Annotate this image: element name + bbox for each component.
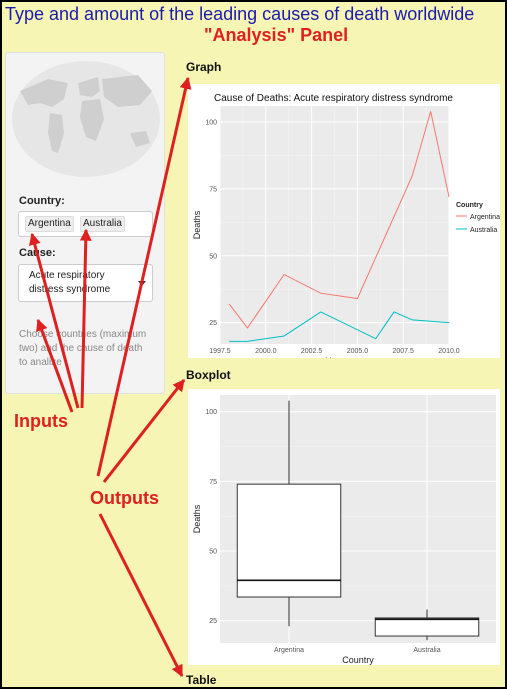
arrow-outputs-table [98, 513, 184, 678]
y-axis-label: Deaths [192, 210, 202, 239]
world-map-icon [12, 61, 160, 177]
cause-value: Acute respiratory distress syndrome [29, 270, 111, 295]
line-chart: Cause of Deaths: Acute respiratory distr… [192, 93, 500, 366]
section-graph: Graph [186, 60, 222, 74]
help-text: Choose countries (maximum two) and the c… [19, 329, 147, 368]
x-tick-label: Australia [413, 647, 440, 654]
cause-select[interactable]: Acute respiratory distress syndrome [18, 264, 153, 302]
x-tick-label: 2002.5 [301, 348, 323, 355]
box-australia [374, 617, 480, 637]
cause-label: Cause: [19, 247, 56, 259]
country-label: Country: [19, 195, 65, 207]
outputs-annotation: Outputs [90, 488, 159, 508]
arrow-outputs-boxplot [102, 379, 186, 483]
input-sidebar: Country: Argentina Australia Cause: Acut… [5, 52, 165, 394]
x-tick-label: 2005.0 [347, 348, 369, 355]
chevron-down-icon [138, 281, 146, 286]
line-chart-panel: Cause of Deaths: Acute respiratory distr… [188, 84, 500, 366]
x-tick-label: Argentina [274, 647, 304, 654]
box-argentina [236, 483, 342, 598]
y-tick-label: 25 [209, 618, 217, 625]
section-boxplot: Boxplot [186, 368, 231, 382]
country-tag-australia[interactable]: Australia [80, 216, 125, 232]
y-tick-label: 100 [205, 120, 217, 127]
x-tick-label: 2010.0 [438, 348, 460, 355]
legend-title: Country [456, 202, 483, 209]
series-line-argentina [228, 111, 450, 329]
inputs-annotation: Inputs [14, 411, 68, 431]
country-select[interactable]: Argentina Australia [18, 211, 153, 237]
legend-label-argentina: Argentina [470, 214, 500, 221]
y-tick-label: 100 [205, 409, 217, 416]
y-tick-label: 25 [209, 320, 217, 327]
boxplot-panel: 25 50 75 100 Argentina Australia Country Deaths [188, 389, 500, 665]
section-table: Table [186, 673, 217, 687]
x-tick-label: 2000.0 [255, 348, 277, 355]
legend-label-australia: Australia [470, 227, 497, 234]
x-tick-label: 1997.5 [209, 348, 231, 355]
series-line-australia [229, 311, 450, 342]
y-tick-label: 50 [209, 253, 217, 260]
x-axis-label: Year [325, 356, 343, 358]
y-tick-label: 50 [209, 549, 217, 556]
y-axis-label: Deaths [192, 504, 202, 533]
x-axis-label: Country [342, 655, 374, 665]
page-title: Type and amount of the leading causes of… [5, 4, 475, 24]
y-tick-label: 75 [209, 479, 217, 486]
y-tick-label: 75 [209, 186, 217, 193]
chart-title: Cause of Deaths: Acute respiratory distr… [214, 93, 453, 104]
x-tick-label: 2007.5 [392, 348, 414, 355]
box-chart: 25 50 75 100 Argentina Australia Country Deaths [192, 395, 496, 665]
panel-caption: "Analysis" Panel [204, 25, 349, 45]
country-tag-argentina[interactable]: Argentina [25, 216, 74, 232]
